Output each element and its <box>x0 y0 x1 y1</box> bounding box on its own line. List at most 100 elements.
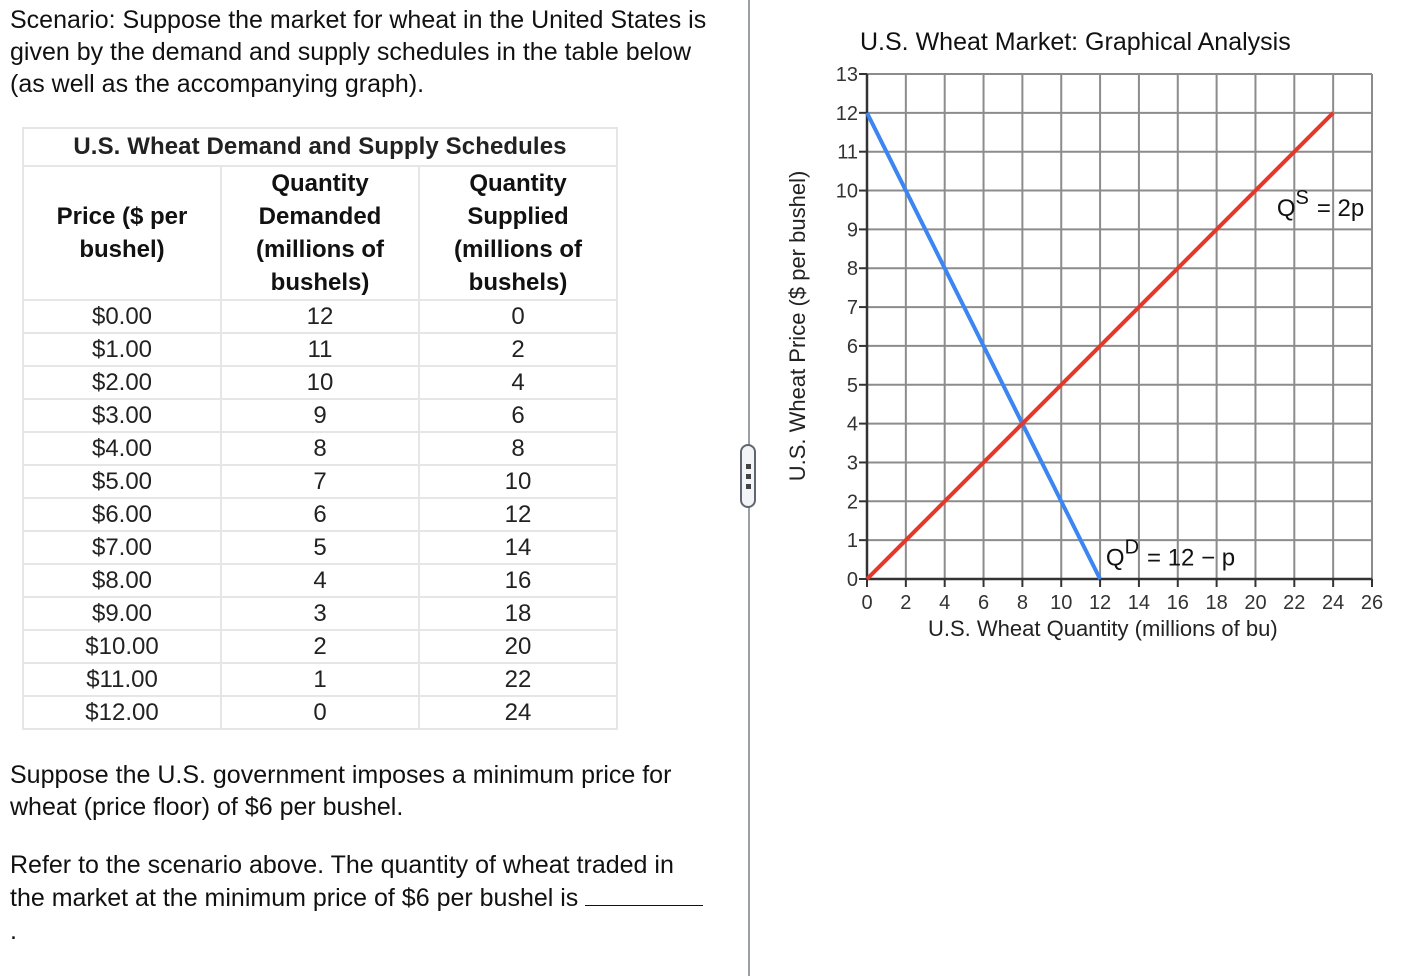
price-cell: $7.00 <box>22 530 222 565</box>
supplied-cell: 10 <box>418 464 618 499</box>
demand-curve <box>865 111 1102 580</box>
demanded-cell: 0 <box>220 695 420 730</box>
price-cell: $0.00 <box>22 299 222 334</box>
y-tick-label: 9 <box>847 219 858 241</box>
scenario-text: Scenario: Suppose the market for wheat i… <box>10 6 707 98</box>
y-tick-label: 8 <box>847 258 858 280</box>
supplied-cell: 16 <box>418 563 618 598</box>
table-row: $6.00 6 12 <box>22 497 618 532</box>
question-prompt: Refer to the scenario above. The quantit… <box>10 849 710 948</box>
y-tick-label: 4 <box>847 414 858 436</box>
header-quantity-demanded: Quantity Demanded (millions of bushels) <box>220 165 420 301</box>
supplied-cell: 18 <box>418 596 618 631</box>
y-tick-label: 2 <box>847 491 858 513</box>
supplied-cell: 4 <box>418 365 618 400</box>
schedule-table: U.S. Wheat Demand and Supply Schedules P… <box>22 127 618 730</box>
y-tick-label: 10 <box>836 181 858 203</box>
y-tick-label: 3 <box>847 452 858 474</box>
demanded-cell: 9 <box>220 398 420 433</box>
price-cell: $8.00 <box>22 563 222 598</box>
table-row: $2.00 10 4 <box>22 365 618 400</box>
x-tick-label: 8 <box>1017 592 1028 614</box>
demanded-cell: 10 <box>220 365 420 400</box>
x-axis-label: U.S. Wheat Quantity (millions of bu) <box>928 616 1278 641</box>
table-row: $11.00 1 22 <box>22 662 618 697</box>
chart-title: U.S. Wheat Market: Graphical Analysis <box>860 28 1291 56</box>
x-tick-label: 6 <box>978 592 989 614</box>
answer-blank <box>585 883 704 906</box>
supplied-cell: 6 <box>418 398 618 433</box>
demanded-cell: 1 <box>220 662 420 697</box>
price-floor-text: Suppose the U.S. government imposes a mi… <box>10 761 672 821</box>
table-row: $5.00 7 10 <box>22 464 618 499</box>
demanded-cell: 12 <box>220 299 420 334</box>
y-tick-label: 0 <box>847 569 858 591</box>
x-tick-label: 26 <box>1361 592 1383 614</box>
x-tick-label: 20 <box>1244 592 1266 614</box>
y-tick-label: 6 <box>847 336 858 358</box>
demanded-cell: 11 <box>220 332 420 367</box>
supplied-cell: 8 <box>418 431 618 466</box>
price-cell: $2.00 <box>22 365 222 400</box>
price-cell: $3.00 <box>22 398 222 433</box>
x-tick-label: 0 <box>861 592 872 614</box>
header-price: Price ($ per bushel) <box>22 165 222 301</box>
table-caption: U.S. Wheat Demand and Supply Schedules <box>22 127 618 167</box>
y-tick-label: 12 <box>836 103 858 125</box>
y-tick-label: 11 <box>837 142 858 164</box>
demand-equation-label: QD = 12 − p <box>1106 536 1235 571</box>
demanded-cell: 3 <box>220 596 420 631</box>
table-row: $3.00 9 6 <box>22 398 618 433</box>
x-tick-label: 4 <box>939 592 950 614</box>
table-row: $7.00 5 14 <box>22 530 618 565</box>
x-tick-label: 10 <box>1050 592 1072 614</box>
supply-equation-label: QS = 2p <box>1277 187 1364 222</box>
table-row: $4.00 8 8 <box>22 431 618 466</box>
y-tick-label: 13 <box>836 64 858 86</box>
table-row: $12.00 0 24 <box>22 695 618 730</box>
x-tick-label: 18 <box>1205 592 1227 614</box>
price-cell: $12.00 <box>22 695 222 730</box>
price-cell: $5.00 <box>22 464 222 499</box>
supplied-cell: 20 <box>418 629 618 664</box>
supplied-cell: 12 <box>418 497 618 532</box>
demanded-cell: 2 <box>220 629 420 664</box>
drag-handle-icon[interactable] <box>740 444 756 508</box>
header-quantity-supplied: Quantity Supplied (millions of bushels) <box>418 165 618 301</box>
y-tick-label: 5 <box>847 375 858 397</box>
price-cell: $10.00 <box>22 629 222 664</box>
x-tick-label: 2 <box>900 592 911 614</box>
supply-curve <box>865 111 1335 581</box>
price-cell: $11.00 <box>22 662 222 697</box>
x-tick-label: 12 <box>1089 592 1111 614</box>
question-pane: Scenario: Suppose the market for wheat i… <box>10 6 710 948</box>
chart-pane: U.S. Wheat Market: Graphical Analysis U.… <box>752 0 1408 976</box>
demanded-cell: 5 <box>220 530 420 565</box>
table-row: $10.00 2 20 <box>22 629 618 664</box>
table-body: $0.00 12 0 $1.00 11 2 $2.00 10 4 $3.00 9 6 $4.00 8 8 $5… <box>22 299 618 730</box>
table-row: $9.00 3 18 <box>22 596 618 631</box>
table-row: $0.00 12 0 <box>22 299 618 334</box>
supplied-cell: 22 <box>418 662 618 697</box>
demanded-cell: 8 <box>220 431 420 466</box>
x-tick-label: 24 <box>1322 592 1344 614</box>
supplied-cell: 24 <box>418 695 618 730</box>
table-row: $8.00 4 16 <box>22 563 618 598</box>
supplied-cell: 0 <box>418 299 618 334</box>
table-row: $1.00 11 2 <box>22 332 618 367</box>
demanded-cell: 4 <box>220 563 420 598</box>
price-cell: $1.00 <box>22 332 222 367</box>
supplied-cell: 2 <box>418 332 618 367</box>
x-tick-label: 16 <box>1167 592 1189 614</box>
y-tick-label: 7 <box>847 297 858 319</box>
y-tick-label: 1 <box>847 530 858 552</box>
price-cell: $4.00 <box>22 431 222 466</box>
demanded-cell: 7 <box>220 464 420 499</box>
supplied-cell: 14 <box>418 530 618 565</box>
x-tick-label: 14 <box>1128 592 1150 614</box>
demanded-cell: 6 <box>220 497 420 532</box>
table-header-row: Price ($ per bushel) Quantity Demanded (… <box>22 165 618 301</box>
price-cell: $6.00 <box>22 497 222 532</box>
x-tick-label: 22 <box>1283 592 1305 614</box>
